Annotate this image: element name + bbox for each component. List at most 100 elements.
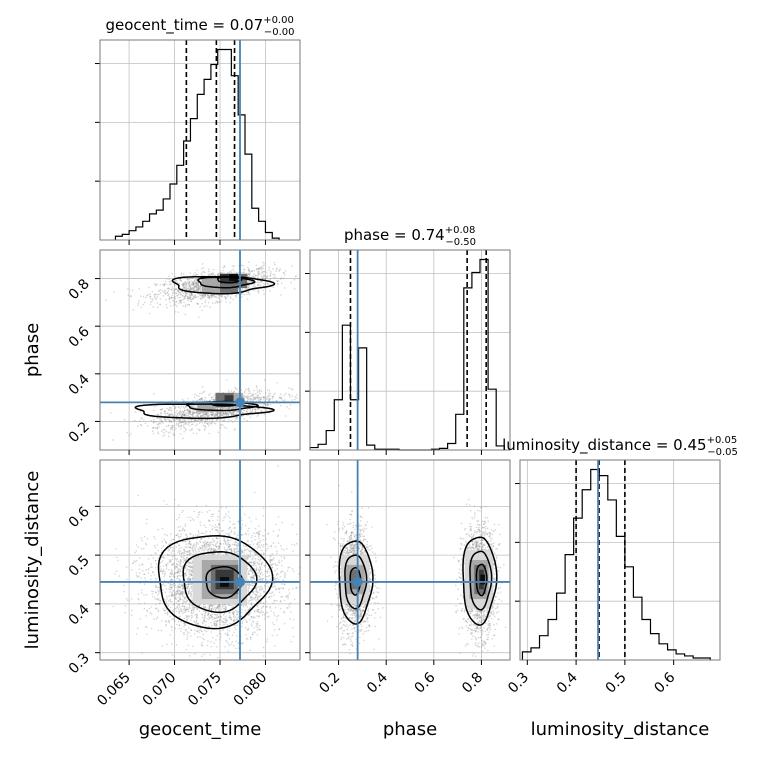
sample-point bbox=[179, 525, 182, 528]
sample-point bbox=[252, 398, 254, 400]
sample-point bbox=[184, 281, 186, 283]
sample-point bbox=[281, 282, 283, 284]
sample-point bbox=[184, 292, 187, 294]
sample-point bbox=[276, 568, 279, 570]
sample-point bbox=[215, 422, 217, 425]
sample-point bbox=[295, 533, 298, 536]
sample-point bbox=[184, 409, 186, 411]
sample-point bbox=[171, 601, 173, 603]
sample-point bbox=[247, 591, 250, 593]
sample-point bbox=[259, 530, 262, 532]
sample-point bbox=[153, 283, 156, 285]
sample-point bbox=[199, 392, 201, 395]
sample-point bbox=[246, 410, 248, 412]
sample-point bbox=[162, 545, 165, 547]
sample-point bbox=[248, 527, 250, 530]
sample-point bbox=[268, 392, 270, 395]
sample-point bbox=[269, 290, 271, 292]
sample-point bbox=[179, 428, 182, 430]
sample-point bbox=[284, 274, 286, 276]
sample-point bbox=[258, 391, 260, 393]
sample-point bbox=[214, 526, 216, 529]
sample-point bbox=[265, 600, 267, 603]
sample-point bbox=[140, 548, 143, 550]
sample-point bbox=[260, 268, 263, 271]
sample-point bbox=[187, 397, 189, 400]
sample-point bbox=[280, 560, 283, 562]
sample-point bbox=[287, 393, 290, 396]
sample-point bbox=[207, 424, 210, 427]
sample-point bbox=[209, 274, 211, 277]
sample-point bbox=[155, 562, 158, 565]
sample-point bbox=[195, 282, 198, 284]
sample-point bbox=[188, 282, 191, 285]
sample-point bbox=[187, 610, 190, 613]
sample-point bbox=[245, 388, 247, 391]
sample-point bbox=[131, 609, 133, 612]
sample-point bbox=[210, 293, 212, 296]
sample-point bbox=[186, 278, 189, 280]
sample-point bbox=[180, 293, 182, 296]
sample-point bbox=[201, 294, 204, 297]
sample-point bbox=[172, 609, 174, 612]
sample-point bbox=[216, 300, 219, 303]
sample-point bbox=[182, 599, 184, 601]
sample-point bbox=[153, 405, 156, 408]
sample-point bbox=[187, 296, 189, 298]
sample-point bbox=[233, 644, 235, 647]
sample-point bbox=[158, 289, 160, 292]
sample-point bbox=[211, 396, 213, 399]
sample-point bbox=[195, 283, 198, 286]
sample-point bbox=[274, 276, 277, 278]
sample-point bbox=[258, 282, 260, 284]
sample-point bbox=[290, 281, 293, 284]
sample-point bbox=[191, 518, 194, 520]
sample-point bbox=[194, 621, 196, 624]
sample-point bbox=[157, 610, 160, 613]
sample-point bbox=[180, 608, 182, 611]
sample-point bbox=[248, 280, 251, 283]
sample-point bbox=[288, 407, 291, 410]
sample-point bbox=[200, 273, 203, 275]
sample-point bbox=[189, 288, 192, 290]
sample-point bbox=[165, 600, 167, 603]
sample-point bbox=[226, 629, 229, 631]
sample-point bbox=[233, 626, 236, 629]
sample-point bbox=[185, 283, 188, 285]
sample-point bbox=[198, 428, 201, 431]
sample-point bbox=[182, 294, 184, 297]
sample-point bbox=[173, 300, 175, 303]
sample-point bbox=[260, 281, 263, 283]
sample-point bbox=[185, 412, 187, 414]
sample-point bbox=[168, 288, 171, 290]
sample-point bbox=[227, 650, 230, 652]
sample-point bbox=[215, 418, 218, 421]
sample-point bbox=[227, 542, 229, 544]
sample-point bbox=[197, 283, 199, 286]
sample-point bbox=[195, 284, 198, 287]
sample-point bbox=[184, 525, 187, 528]
sample-point bbox=[193, 412, 196, 414]
sample-point bbox=[200, 285, 202, 288]
sample-point bbox=[204, 396, 207, 399]
sample-point bbox=[183, 423, 185, 426]
sample-point bbox=[277, 542, 280, 544]
sample-point bbox=[174, 591, 177, 594]
sample-point bbox=[265, 575, 268, 578]
sample-point bbox=[229, 296, 232, 298]
sample-point bbox=[281, 595, 284, 598]
sample-point bbox=[189, 272, 192, 274]
truth-marker bbox=[235, 397, 245, 408]
scatter-points bbox=[105, 260, 297, 318]
sample-point bbox=[178, 547, 181, 550]
sample-point bbox=[252, 289, 255, 292]
sample-point bbox=[193, 295, 195, 297]
sample-point bbox=[159, 303, 161, 306]
sample-point bbox=[257, 558, 260, 561]
sample-point bbox=[207, 394, 210, 396]
sample-point bbox=[232, 523, 234, 526]
sample-point bbox=[242, 271, 245, 274]
sample-point bbox=[187, 297, 189, 300]
sample-point bbox=[166, 287, 169, 290]
sample-point bbox=[160, 417, 163, 420]
